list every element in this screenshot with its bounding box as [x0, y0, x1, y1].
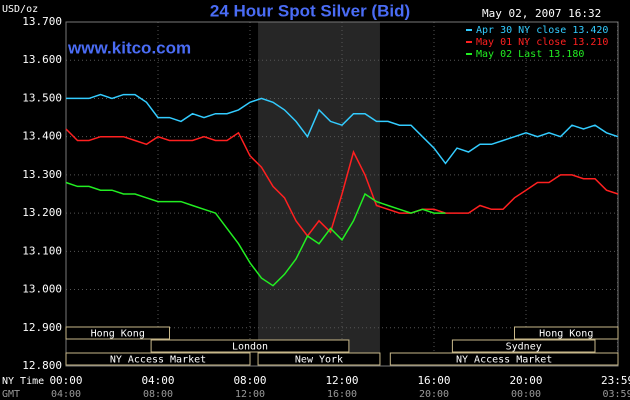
y-tick-label: 13.000 [22, 283, 62, 296]
y-tick-label: 13.100 [22, 244, 62, 257]
x-tick-label: 08:00 [233, 374, 266, 387]
units-label: USD/oz [2, 4, 38, 15]
x-tick-label: 16:00 [417, 374, 450, 387]
series-line [65, 128, 619, 238]
x2-axis-label: GMT [2, 389, 20, 400]
session-label: Hong Kong [539, 329, 593, 340]
session-box [65, 326, 170, 340]
x2-tick-label: 08:00 [143, 389, 173, 400]
x2-tick-label: 16:00 [327, 389, 357, 400]
y-tick-label: 13.700 [22, 15, 62, 28]
legend-label: Apr 30 NY close 13.420 [476, 25, 608, 36]
x2-tick-label: 20:00 [419, 389, 449, 400]
x-tick-label: 00:00 [49, 374, 82, 387]
chart-title: 24 Hour Spot Silver (Bid) [210, 1, 410, 20]
series-line [66, 93, 619, 165]
session-box [257, 352, 381, 366]
session-label: Sydney [506, 342, 542, 353]
session-label: London [232, 342, 268, 353]
x2-tick-label: 03:59 [602, 389, 630, 400]
session-box [150, 339, 350, 353]
y-tick-label: 12.900 [22, 321, 62, 334]
session-label: New York [295, 355, 343, 366]
session-box [389, 352, 619, 366]
y-tick-label: 13.600 [22, 53, 62, 66]
legend-label: May 01 NY close 13.210 [476, 37, 608, 48]
x-tick-label: 12:00 [325, 374, 358, 387]
session-label: NY Access Market [110, 355, 206, 366]
session-label: Hong Kong [91, 329, 145, 340]
x-tick-label: 23:59 [601, 374, 630, 387]
x2-tick-label: 12:00 [235, 389, 265, 400]
timestamp: May 02, 2007 16:32 [482, 7, 601, 20]
watermark: www.kitco.com [67, 38, 191, 57]
x2-tick-label: 00:00 [511, 389, 541, 400]
y-tick-label: 13.200 [22, 206, 62, 219]
y-tick-label: 13.400 [22, 130, 62, 143]
shaded-region [258, 22, 380, 366]
x-axis-label: NY Time [2, 376, 44, 387]
y-tick-label: 12.800 [22, 359, 62, 372]
y-tick-label: 13.300 [22, 168, 62, 181]
session-box [514, 326, 619, 340]
x2-tick-label: 04:00 [51, 389, 81, 400]
session-box [65, 352, 251, 366]
x-tick-label: 04:00 [141, 374, 174, 387]
x-tick-label: 20:00 [509, 374, 542, 387]
series-line [65, 181, 446, 287]
y-tick-label: 13.500 [22, 91, 62, 104]
legend-label: May 02 Last 13.180 [476, 49, 584, 60]
session-box [451, 339, 596, 353]
session-label: NY Access Market [456, 355, 552, 366]
